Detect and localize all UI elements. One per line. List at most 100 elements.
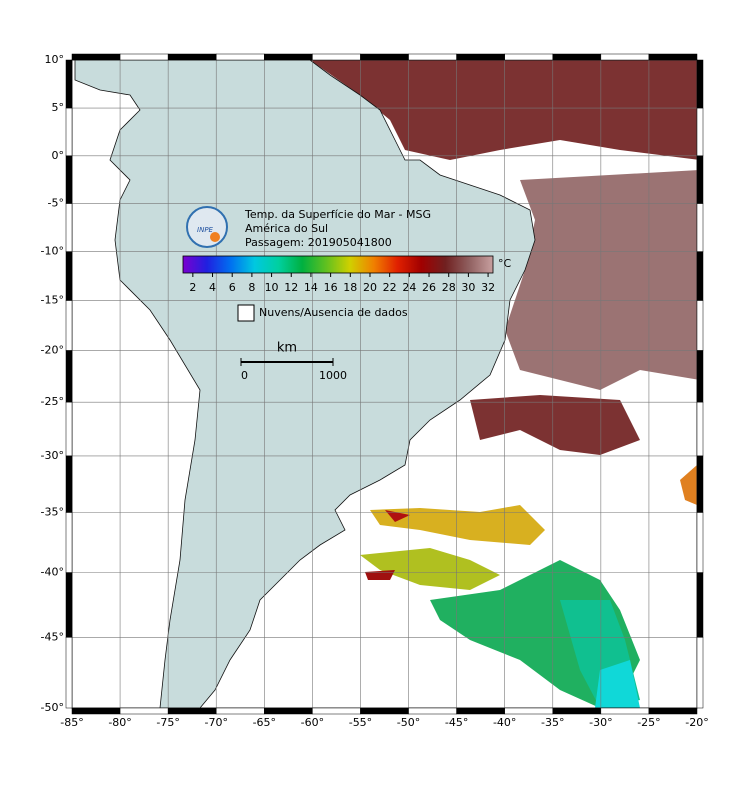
- lon-label: -50°: [397, 716, 420, 729]
- frame-segment: [504, 707, 554, 715]
- frame-segment: [65, 59, 73, 109]
- lat-label: 5°: [52, 101, 65, 114]
- colorbar-label: 32: [481, 281, 495, 294]
- frame-segment: [696, 300, 704, 351]
- lat-label: -50°: [41, 701, 64, 714]
- region: América do Sul: [245, 222, 328, 235]
- graticule: [71, 59, 698, 709]
- lat-label: -15°: [41, 294, 64, 307]
- colorbar-label: 12: [284, 281, 298, 294]
- lat-label: -35°: [41, 505, 64, 518]
- frame-segment: [696, 251, 704, 301]
- frame-segment: [696, 59, 704, 109]
- colorbar-label: 30: [461, 281, 475, 294]
- frame-segment: [696, 203, 704, 252]
- lon-label: -75°: [156, 716, 179, 729]
- frame-segment: [648, 53, 698, 61]
- lat-label: -10°: [41, 245, 64, 258]
- frame-segment: [65, 637, 73, 709]
- lon-label: -70°: [204, 716, 227, 729]
- frame-segment: [456, 707, 505, 715]
- frame-segment: [167, 707, 217, 715]
- logo-text: INPE: [197, 226, 214, 234]
- frame-segment: [264, 53, 313, 61]
- logo-dot: [210, 232, 220, 242]
- legend: INPE Temp. da Superfície do Mar - MSG Am…: [182, 206, 512, 363]
- lat-label: -40°: [41, 566, 64, 579]
- frame-segment: [696, 637, 704, 709]
- colorbar-label: 2: [189, 281, 196, 294]
- frame-segment: [264, 707, 313, 715]
- colorbar-label: 22: [383, 281, 397, 294]
- lon-label: -30°: [589, 716, 612, 729]
- frame-segment: [65, 203, 73, 252]
- title: Temp. da Superfície do Mar - MSG: [244, 208, 431, 221]
- lon-label: -25°: [637, 716, 660, 729]
- lon-label: -85°: [60, 716, 83, 729]
- lon-label: -45°: [445, 716, 468, 729]
- lat-label: 0°: [52, 149, 65, 162]
- colorbar-label: 16: [324, 281, 338, 294]
- lat-label: -20°: [41, 344, 64, 357]
- frame-segment: [65, 512, 73, 573]
- frame-segment: [696, 155, 704, 204]
- colorbar-label: 8: [248, 281, 255, 294]
- lon-label: -35°: [541, 716, 564, 729]
- scale-label: 0: [241, 369, 248, 382]
- frame-segment: [696, 401, 704, 457]
- lat-label: 10°: [45, 53, 65, 66]
- frame-segment: [360, 53, 409, 61]
- frame-segment: [65, 251, 73, 301]
- lon-label: -20°: [685, 716, 708, 729]
- frame-segment: [504, 53, 554, 61]
- frame-segment: [65, 401, 73, 457]
- lat-label: -45°: [41, 630, 64, 643]
- map-content: [74, 60, 697, 708]
- frame-segment: [600, 707, 650, 715]
- colorbar-unit: °C: [498, 257, 512, 270]
- frame-segment: [65, 572, 73, 638]
- frame-segment: [119, 707, 169, 715]
- frame-segment: [71, 707, 121, 715]
- frame-segment: [600, 53, 650, 61]
- lon-label: -65°: [253, 716, 276, 729]
- frame-segment: [360, 707, 409, 715]
- pass: Passagem: 201905041800: [245, 236, 392, 249]
- lon-label: -60°: [301, 716, 324, 729]
- colorbar-label: 18: [343, 281, 357, 294]
- scale-unit: km: [277, 341, 297, 356]
- frame-segment: [167, 53, 217, 61]
- colorbar-label: 10: [265, 281, 279, 294]
- colorbar-label: 24: [402, 281, 416, 294]
- colorbar-label: 6: [229, 281, 236, 294]
- frame-segment: [215, 53, 265, 61]
- colorbar-label: 20: [363, 281, 377, 294]
- frame-segment: [408, 53, 457, 61]
- frame-segment: [696, 107, 704, 157]
- frame-segment: [215, 707, 265, 715]
- frame-segment: [119, 53, 169, 61]
- frame-segment: [65, 155, 73, 204]
- frame-segment: [408, 707, 457, 715]
- cloud-swatch: [237, 304, 255, 322]
- scale-label: 1000: [319, 369, 347, 382]
- lat-label: -30°: [41, 449, 64, 462]
- frame-segment: [648, 707, 698, 715]
- frame-segment: [552, 707, 602, 715]
- colorbar-label: 14: [304, 281, 318, 294]
- frame-segment: [696, 512, 704, 573]
- frame-segment: [552, 53, 602, 61]
- frame-segment: [65, 350, 73, 403]
- frame-segment: [696, 572, 704, 638]
- frame-segment: [456, 53, 505, 61]
- colorbar: [182, 255, 494, 274]
- lon-label: -55°: [349, 716, 372, 729]
- colorbar-label: 4: [209, 281, 216, 294]
- colorbar-label: 28: [442, 281, 456, 294]
- cloud-legend: Nuvens/Ausencia de dados: [259, 306, 408, 319]
- frame-segment: [312, 53, 361, 61]
- lon-label: -80°: [108, 716, 131, 729]
- frame-segment: [65, 107, 73, 157]
- frame-segment: [71, 53, 121, 61]
